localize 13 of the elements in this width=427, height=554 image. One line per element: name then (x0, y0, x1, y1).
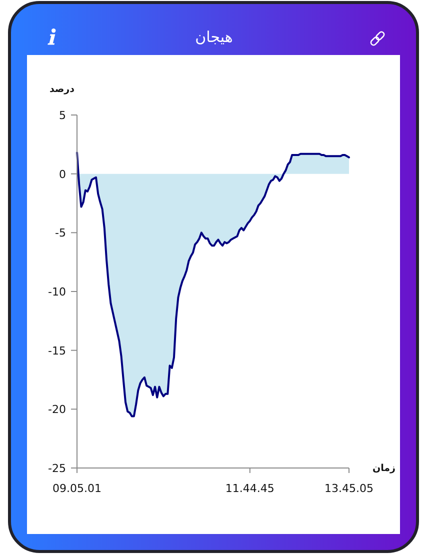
y-tick-label: -15 (48, 344, 66, 358)
chart-title: هیجان (195, 28, 233, 46)
x-tick-label: 13.45.05 (324, 482, 374, 495)
x-tick-label: 11.44.45 (225, 482, 274, 495)
x-axis-title: زمان (372, 463, 396, 474)
y-axis-title: درصد (49, 84, 75, 95)
y-tick-label: -10 (48, 286, 66, 298)
x-tick-label: 09.05.01 (52, 482, 102, 495)
y-tick-label: -5 (55, 226, 66, 240)
y-tick-label: -25 (48, 462, 66, 475)
y-tick-label: -20 (48, 403, 66, 416)
y-tick-label: 5 (59, 109, 66, 122)
y-tick-label: 0 (59, 168, 66, 181)
